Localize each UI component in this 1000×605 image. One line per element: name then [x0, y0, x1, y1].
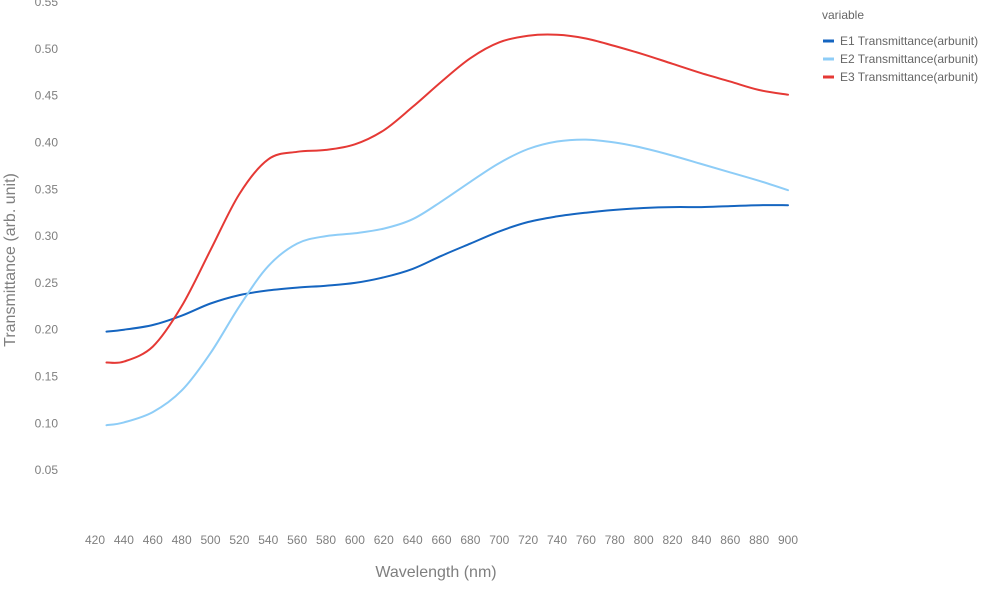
x-tick-label: 660	[431, 533, 451, 547]
x-tick-label: 540	[258, 533, 278, 547]
y-tick-label: 0.40	[35, 135, 59, 149]
y-tick-label: 0.15	[35, 370, 59, 384]
y-tick-label: 0.35	[35, 182, 59, 196]
x-tick-label: 440	[114, 533, 134, 547]
y-tick-label: 0.50	[35, 42, 59, 56]
y-tick-label: 0.55	[35, 0, 59, 9]
legend-label: E2 Transmittance(arbunit)	[840, 52, 978, 66]
x-tick-label: 680	[460, 533, 480, 547]
y-tick-label: 0.10	[35, 416, 59, 430]
x-tick-label: 820	[662, 533, 682, 547]
x-tick-label: 700	[489, 533, 509, 547]
legend-label: E1 Transmittance(arbunit)	[840, 34, 978, 48]
x-tick-label: 520	[229, 533, 249, 547]
x-tick-label: 640	[403, 533, 423, 547]
x-tick-label: 760	[576, 533, 596, 547]
legend-item-e2[interactable]: E2 Transmittance(arbunit)	[823, 52, 978, 66]
legend-title: variable	[822, 8, 864, 22]
x-tick-label: 480	[172, 533, 192, 547]
legend-item-e1[interactable]: E1 Transmittance(arbunit)	[823, 34, 978, 48]
series-line-e2	[105, 138, 789, 427]
y-tick-label: 0.20	[35, 323, 59, 337]
x-tick-label: 720	[518, 533, 538, 547]
x-tick-label: 800	[634, 533, 654, 547]
x-tick-label: 900	[778, 533, 798, 547]
legend-label: E3 Transmittance(arbunit)	[840, 70, 978, 84]
y-axis-title: Transmittance (arb. unit)	[2, 173, 19, 347]
y-tick-label: 0.25	[35, 276, 59, 290]
legend: variable E1 Transmittance(arbunit) E2 Tra…	[822, 8, 978, 84]
x-tick-label: 580	[316, 533, 336, 547]
legend-items: E1 Transmittance(arbunit) E2 Transmittanc…	[823, 34, 978, 84]
x-tick-label: 780	[605, 533, 625, 547]
x-tick-label: 420	[85, 533, 105, 547]
x-tick-label: 840	[691, 533, 711, 547]
x-axis-ticks: 420 440 460 480 500 520 540 560 580 600 620 640 660 6…	[85, 533, 798, 547]
x-tick-label: 880	[749, 533, 769, 547]
y-tick-label: 0.05	[35, 463, 59, 477]
x-tick-label: 600	[345, 533, 365, 547]
legend-item-e3[interactable]: E3 Transmittance(arbunit)	[823, 70, 978, 84]
y-tick-label: 0.30	[35, 229, 59, 243]
series-lines	[105, 33, 789, 427]
series-line-e1	[105, 204, 789, 333]
x-tick-label: 500	[200, 533, 220, 547]
series-line-e3	[105, 33, 789, 364]
x-tick-label: 620	[374, 533, 394, 547]
y-axis-ticks: 0.05 0.10 0.15 0.20 0.25 0.30 0.35 0.40 0.45 0.50…	[35, 0, 59, 477]
x-tick-label: 460	[143, 533, 163, 547]
y-tick-label: 0.45	[35, 89, 59, 103]
x-axis-title: Wavelength (nm)	[375, 564, 496, 581]
x-tick-label: 860	[720, 533, 740, 547]
x-tick-label: 740	[547, 533, 567, 547]
x-tick-label: 560	[287, 533, 307, 547]
